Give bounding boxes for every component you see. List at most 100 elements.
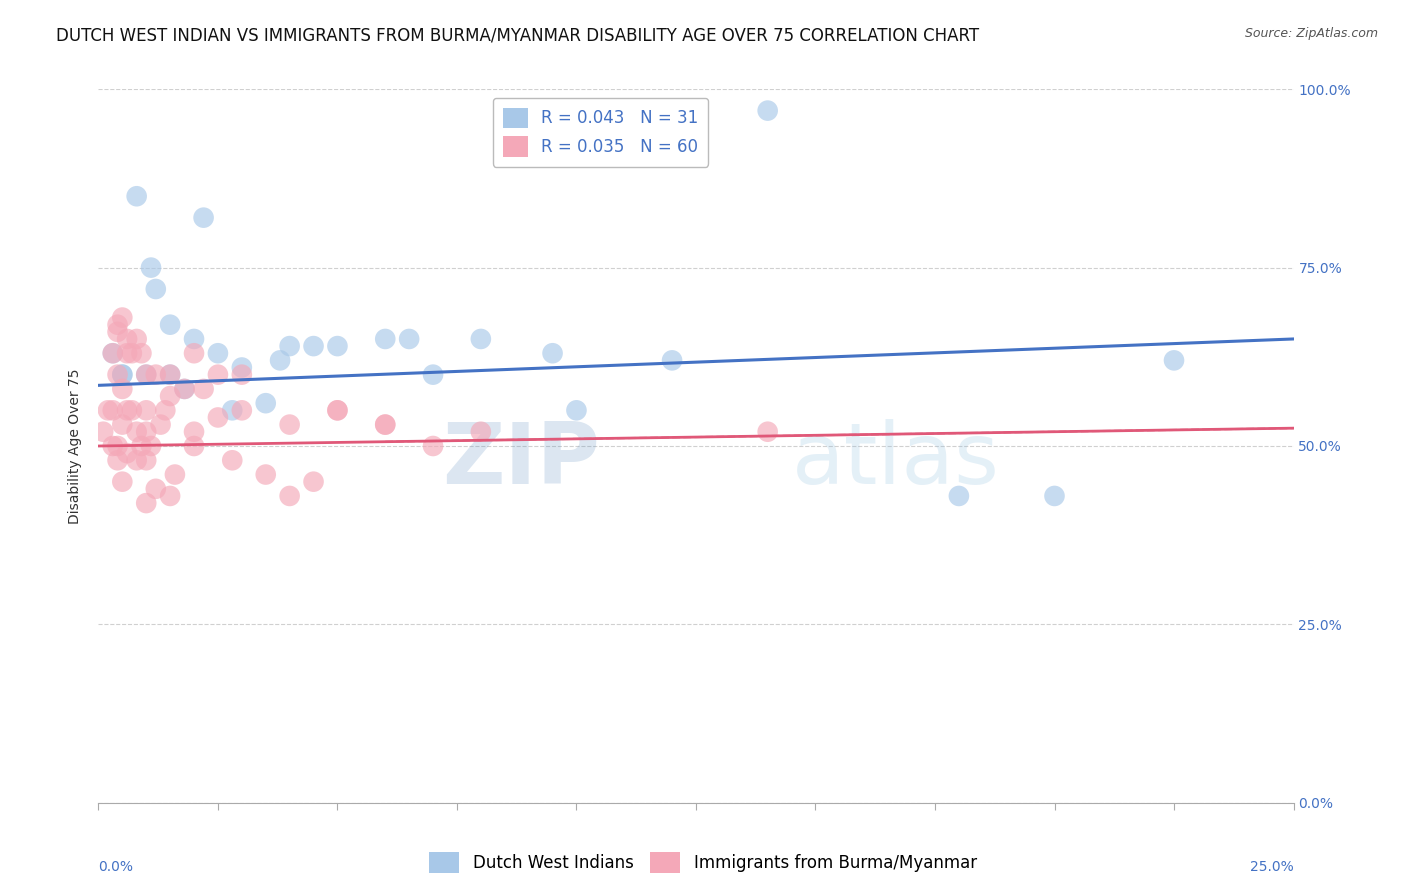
Point <box>254 396 277 410</box>
Point <box>183 332 205 346</box>
Point <box>207 346 229 360</box>
Point <box>374 417 396 432</box>
Point <box>125 189 148 203</box>
Point <box>131 439 153 453</box>
Point <box>135 368 157 382</box>
Point <box>111 310 134 325</box>
Point <box>193 382 215 396</box>
Point <box>193 211 215 225</box>
Point <box>183 439 205 453</box>
Point <box>398 332 420 346</box>
Point <box>97 403 120 417</box>
Text: 0.0%: 0.0% <box>98 860 134 874</box>
Point <box>254 467 277 482</box>
Point <box>221 403 243 417</box>
Point <box>139 439 162 453</box>
Point <box>101 439 124 453</box>
Point <box>302 475 325 489</box>
Point <box>101 346 124 360</box>
Point <box>125 453 148 467</box>
Point <box>159 368 181 382</box>
Point <box>173 382 195 396</box>
Point <box>661 353 683 368</box>
Point <box>948 489 970 503</box>
Point <box>470 332 492 346</box>
Point <box>221 453 243 467</box>
Point <box>326 403 349 417</box>
Point <box>145 282 167 296</box>
Point <box>1163 353 1185 368</box>
Point <box>115 346 138 360</box>
Point <box>135 496 157 510</box>
Point <box>470 425 492 439</box>
Text: 25.0%: 25.0% <box>1250 860 1294 874</box>
Point <box>374 417 396 432</box>
Point <box>145 482 167 496</box>
Point <box>107 318 129 332</box>
Point <box>326 403 349 417</box>
Point <box>207 368 229 382</box>
Point <box>1043 489 1066 503</box>
Point <box>115 332 138 346</box>
Point <box>302 339 325 353</box>
Point <box>278 417 301 432</box>
Point <box>159 318 181 332</box>
Point <box>756 425 779 439</box>
Point <box>231 368 253 382</box>
Point <box>159 368 181 382</box>
Point <box>111 417 134 432</box>
Y-axis label: Disability Age Over 75: Disability Age Over 75 <box>69 368 83 524</box>
Point <box>101 403 124 417</box>
Point <box>115 403 138 417</box>
Point <box>231 403 253 417</box>
Point <box>159 489 181 503</box>
Legend: R = 0.043   N = 31, R = 0.035   N = 60: R = 0.043 N = 31, R = 0.035 N = 60 <box>492 97 709 167</box>
Point <box>269 353 291 368</box>
Point <box>135 368 157 382</box>
Point <box>145 368 167 382</box>
Point <box>111 368 134 382</box>
Point <box>107 325 129 339</box>
Text: ZIP: ZIP <box>443 418 600 502</box>
Point <box>565 403 588 417</box>
Point <box>155 403 177 417</box>
Point <box>111 382 134 396</box>
Point <box>131 346 153 360</box>
Point <box>121 346 143 360</box>
Point <box>756 103 779 118</box>
Legend: Dutch West Indians, Immigrants from Burma/Myanmar: Dutch West Indians, Immigrants from Burm… <box>423 846 983 880</box>
Point <box>135 453 157 467</box>
Point <box>107 368 129 382</box>
Point <box>231 360 253 375</box>
Point <box>326 339 349 353</box>
Point <box>115 446 138 460</box>
Point <box>125 425 148 439</box>
Point <box>207 410 229 425</box>
Point <box>163 467 186 482</box>
Point <box>374 332 396 346</box>
Text: atlas: atlas <box>792 418 1000 502</box>
Point <box>183 425 205 439</box>
Point <box>159 389 181 403</box>
Point <box>107 453 129 467</box>
Point <box>139 260 162 275</box>
Point <box>107 439 129 453</box>
Text: DUTCH WEST INDIAN VS IMMIGRANTS FROM BURMA/MYANMAR DISABILITY AGE OVER 75 CORREL: DUTCH WEST INDIAN VS IMMIGRANTS FROM BUR… <box>56 27 980 45</box>
Point <box>278 339 301 353</box>
Point <box>135 403 157 417</box>
Point <box>422 368 444 382</box>
Point <box>101 346 124 360</box>
Point <box>125 332 148 346</box>
Point <box>422 439 444 453</box>
Point <box>149 417 172 432</box>
Point <box>111 368 134 382</box>
Point <box>135 425 157 439</box>
Point <box>111 475 134 489</box>
Text: Source: ZipAtlas.com: Source: ZipAtlas.com <box>1244 27 1378 40</box>
Point <box>183 346 205 360</box>
Point <box>278 489 301 503</box>
Point <box>121 403 143 417</box>
Point <box>541 346 564 360</box>
Point <box>173 382 195 396</box>
Point <box>91 425 114 439</box>
